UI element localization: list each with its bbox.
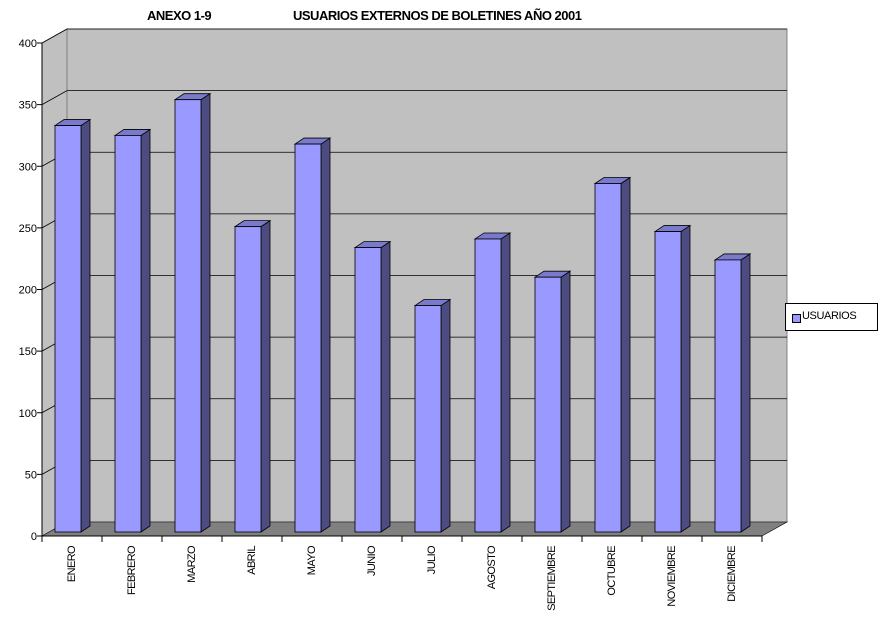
bar-side	[140, 128, 151, 533]
bar-side	[500, 232, 511, 533]
bar-side	[200, 92, 211, 533]
legend: USUARIOS	[785, 303, 878, 331]
gridline	[41, 90, 787, 105]
x-tick-label: ENERO	[66, 545, 78, 582]
y-tick-label: 250	[19, 223, 37, 235]
bar-side	[440, 298, 451, 533]
bar	[654, 231, 682, 533]
chart-title: USUARIOS EXTERNOS DE BOLETINES AÑO 2001	[293, 8, 582, 23]
bar-side	[620, 176, 631, 533]
bar	[174, 99, 202, 533]
x-tick-label: OCTUBRE	[606, 546, 618, 596]
bar-side	[740, 253, 751, 533]
legend-label: USUARIOS	[802, 310, 857, 322]
bar-side	[80, 118, 91, 533]
x-tick-label: MARZO	[186, 545, 198, 583]
x-tick-label: FEBRERO	[126, 545, 138, 595]
bar	[114, 135, 142, 533]
y-tick-label: 50	[25, 469, 37, 481]
bar	[234, 226, 262, 533]
bar	[414, 305, 442, 533]
x-tick-label: JULIO	[426, 545, 438, 574]
y-tick-label: 350	[19, 100, 37, 112]
x-tick-label: SEPTIEMBRE	[546, 546, 558, 611]
y-tick-label: 200	[19, 285, 37, 297]
y-tick-label: 300	[19, 161, 37, 173]
y-tick-label: 150	[19, 346, 37, 358]
x-tick-label: NOVIEMBRE	[666, 546, 678, 607]
bar	[714, 259, 742, 533]
y-tick-label: 100	[19, 408, 37, 420]
bar	[534, 276, 562, 533]
x-tick-label: ABRIL	[246, 546, 258, 575]
bar	[294, 143, 322, 533]
bar-side	[260, 219, 271, 533]
bar-side	[380, 240, 391, 533]
bar	[474, 238, 502, 533]
gridline	[41, 28, 787, 44]
x-tick-label: DICIEMBRE	[726, 546, 738, 602]
bar	[54, 125, 82, 533]
bar	[354, 247, 382, 533]
legend-swatch	[792, 314, 801, 323]
bar-side	[560, 270, 571, 533]
y-tick-label: 400	[19, 38, 37, 50]
y-tick-label: 0	[31, 531, 37, 543]
bar	[594, 183, 622, 533]
x-tick-label: AGOSTO	[486, 545, 498, 589]
x-tick-label: JUNIO	[366, 545, 378, 576]
bar-side	[680, 224, 691, 533]
bar-side	[320, 137, 331, 533]
x-tick-label: MAYO	[306, 545, 318, 575]
annex-label: ANEXO 1-9	[147, 8, 212, 23]
